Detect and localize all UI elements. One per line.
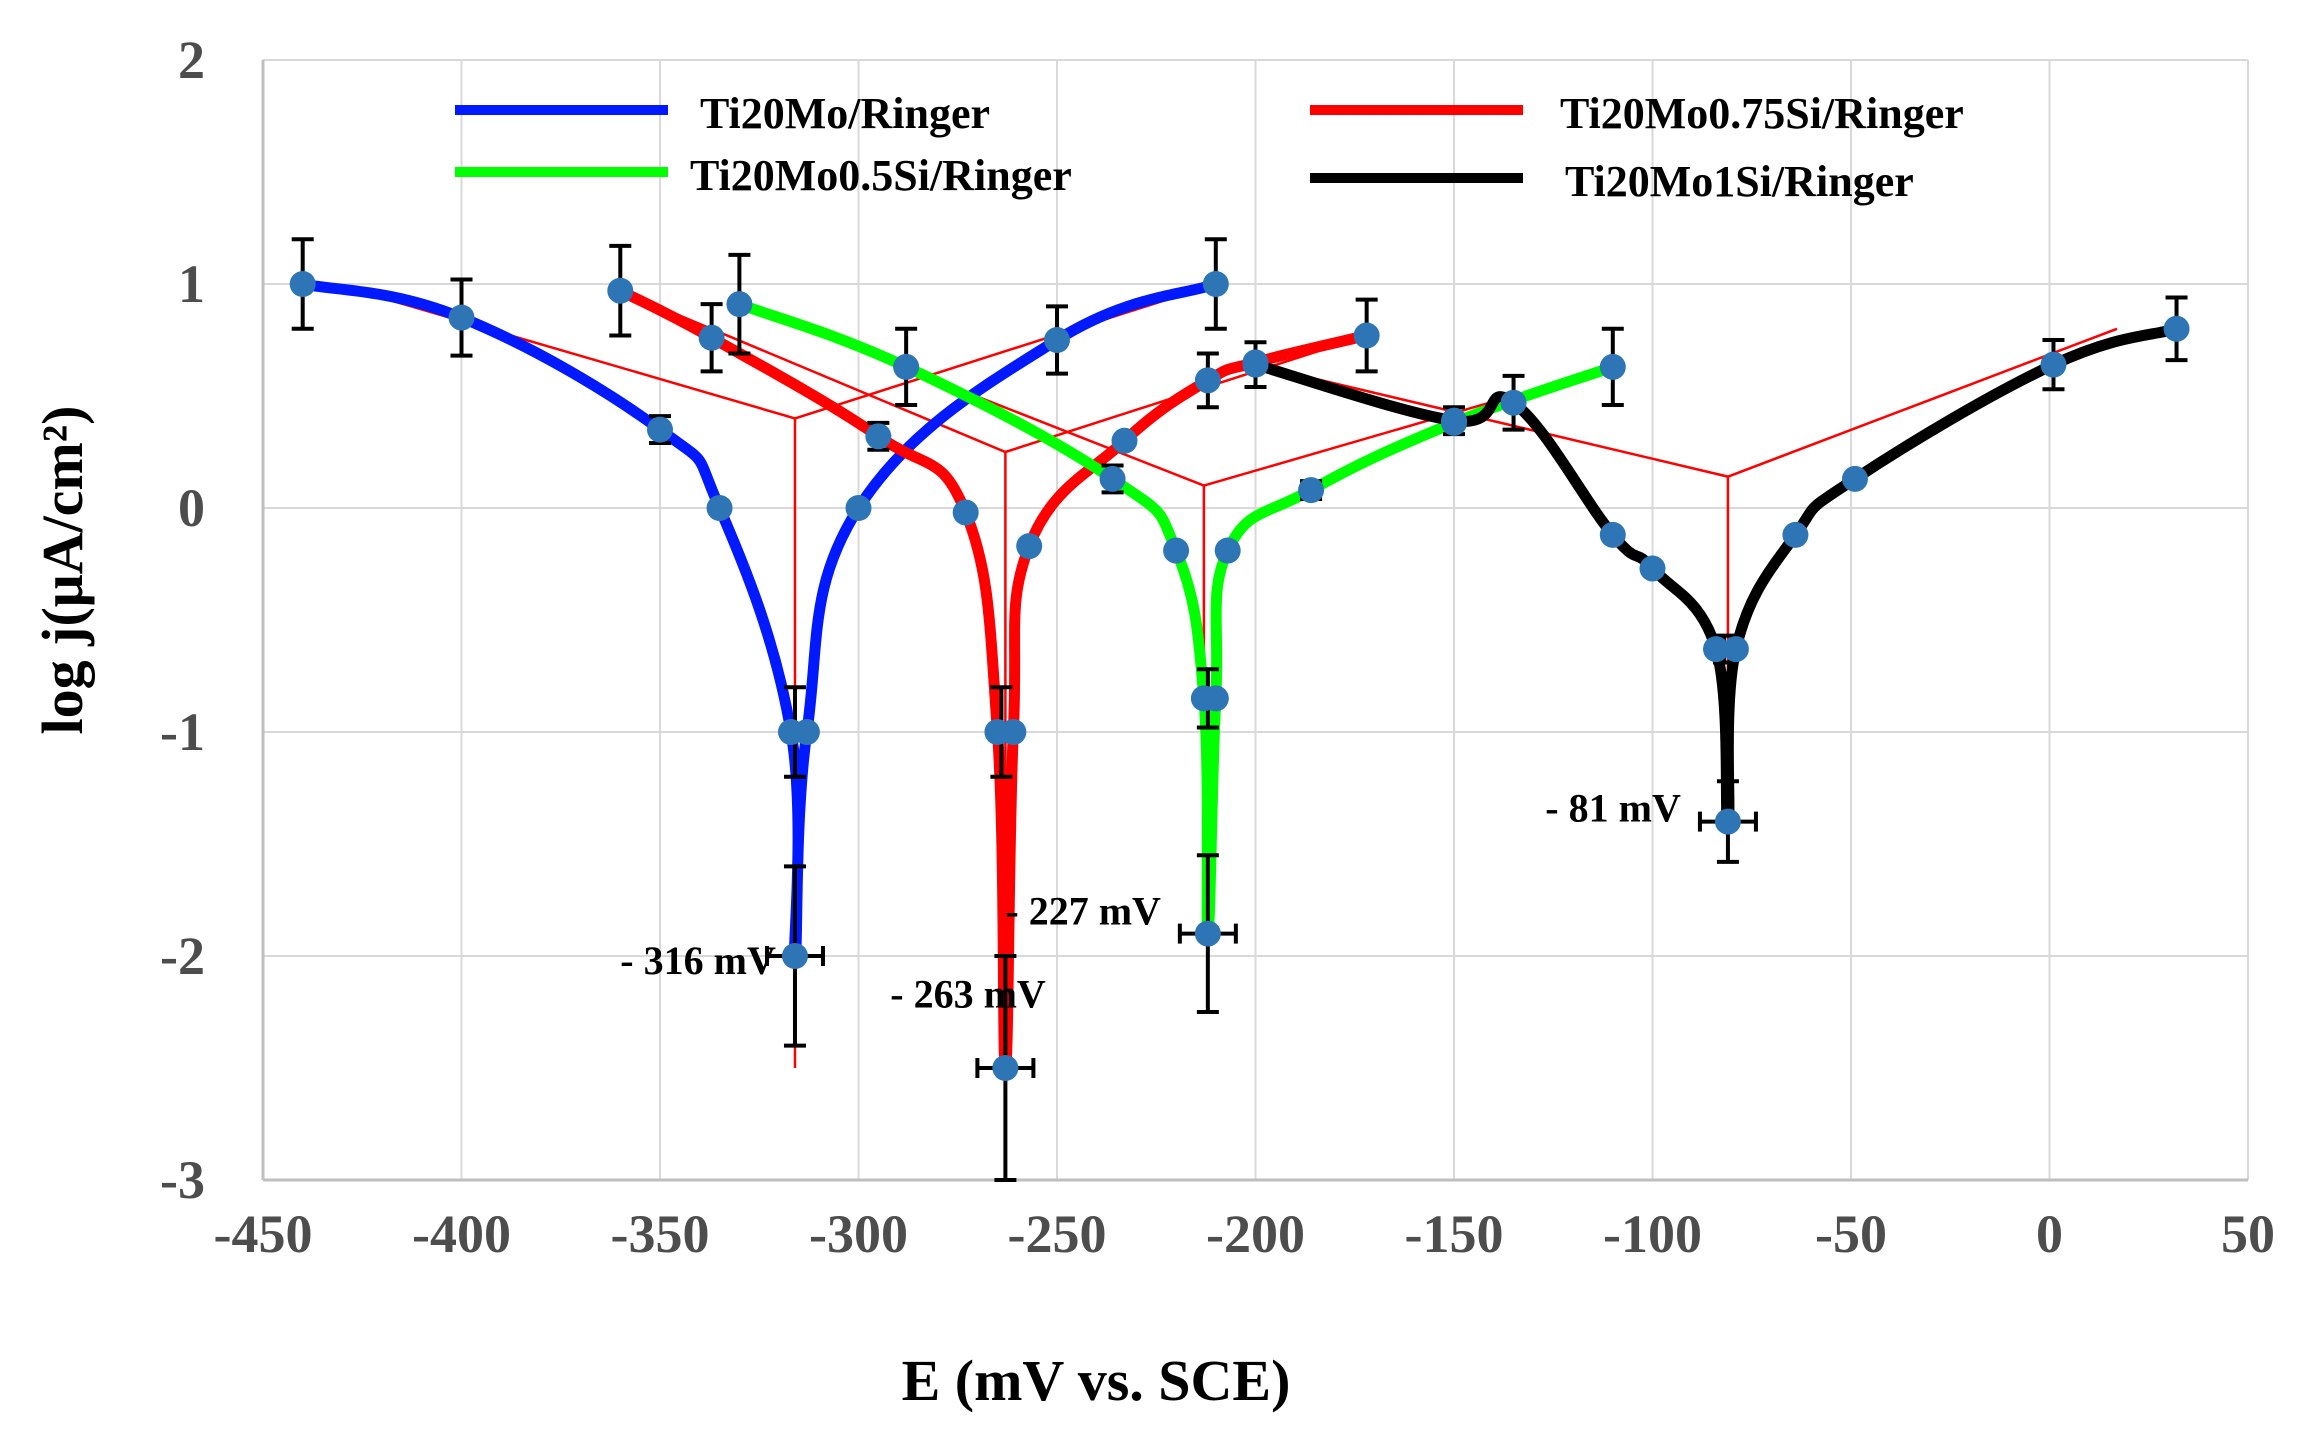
x-tick-label: -250 [1008,1204,1107,1264]
y-axis-title: log j(μA/cm²) [30,406,95,735]
data-point [647,416,673,443]
data-point [1214,537,1241,564]
data-point [1163,537,1190,564]
data-point [1194,367,1221,394]
data-point [706,495,733,521]
data-point [992,1055,1019,1081]
axes: -450 -400 -350 -300 -250 -200 -150 -100 -50 0 50 -3… [160,30,2275,1264]
data-point [1016,533,1043,560]
data-point [781,943,808,969]
legend-item: Ti20Mo0.75Si/Ringer [1310,89,1964,138]
data-point [845,495,872,521]
data-point [726,291,753,318]
grid [262,59,2249,1181]
x-tick-label: 50 [2221,1204,2275,1264]
legend-label: Ti20Mo/Ringer [700,89,990,138]
data-point [1599,353,1626,380]
y-tick-label: 0 [178,478,205,538]
tafel-line [334,282,1217,420]
data-point [1703,636,1730,663]
data-point [1353,322,1380,349]
x-tick-label: 0 [2036,1204,2063,1264]
x-tick-label: -150 [1405,1204,1504,1264]
data-point [1722,636,1749,663]
data-point [1298,477,1325,504]
legend-label: Ti20Mo0.5Si/Ringer [690,151,1072,200]
data-point [1441,407,1467,434]
x-tick-label: -450 [214,1204,313,1264]
ecorr-label: - 227 mV [1005,889,1161,934]
ecorr-annotations: - 316 mV - 263 mV - 227 mV - 81 mV [620,786,1681,1017]
y-tick-label: -2 [160,926,205,986]
data-point [1194,920,1221,947]
x-tick-label: -300 [809,1204,908,1264]
series-curves [297,278,2183,1074]
x-tick-label: -350 [611,1204,710,1264]
tafel-lines [334,282,2118,1068]
legend-item: Ti20Mo1Si/Ringer [1310,157,1914,206]
series-curve [1250,323,2183,828]
legend-item: Ti20Mo0.5Si/Ringer [455,151,1072,200]
y-tick-label: 2 [178,30,205,90]
data-point [1599,521,1626,548]
data-point [1000,719,1027,745]
legend-item: Ti20Mo/Ringer [455,89,990,138]
data-point [448,304,475,331]
data-point [1202,271,1229,297]
data-point [289,271,316,297]
x-tick-label: -200 [1206,1204,1305,1264]
legend: Ti20Mo/Ringer Ti20Mo0.75Si/Ringer Ti20Mo0.… [455,89,1964,206]
x-tick-label: -400 [412,1204,511,1264]
data-point [793,719,820,745]
data-point [607,277,634,304]
data-point [952,499,979,526]
data-point [1202,685,1229,712]
data-point [2040,351,2067,378]
ecorr-label: - 81 mV [1545,786,1681,831]
data-point [698,324,725,351]
x-tick-label: -50 [1815,1204,1887,1264]
data-point [1714,808,1741,835]
y-tick-label: -1 [160,702,205,762]
data-point [1500,389,1527,416]
data-point [1044,327,1070,353]
ecorr-label: - 316 mV [620,938,776,983]
data-point [2163,315,2190,342]
data-point [1111,427,1138,454]
data-point [1099,465,1126,492]
data-markers [289,271,2190,1081]
legend-label: Ti20Mo0.75Si/Ringer [1560,89,1964,138]
data-point [1242,351,1269,378]
x-tick-label: -100 [1603,1204,1702,1264]
data-point [1841,465,1868,492]
y-tick-label: 1 [178,254,205,314]
data-point [865,423,892,450]
data-point [1782,521,1809,548]
series-curve [297,278,1222,962]
legend-label: Ti20Mo1Si/Ringer [1565,157,1914,206]
data-point [893,353,920,380]
ecorr-label: - 263 mV [890,972,1046,1017]
x-axis-title: E (mV vs. SCE) [902,1348,1291,1413]
y-tick-label: -3 [160,1150,205,1210]
data-point [1639,555,1666,582]
